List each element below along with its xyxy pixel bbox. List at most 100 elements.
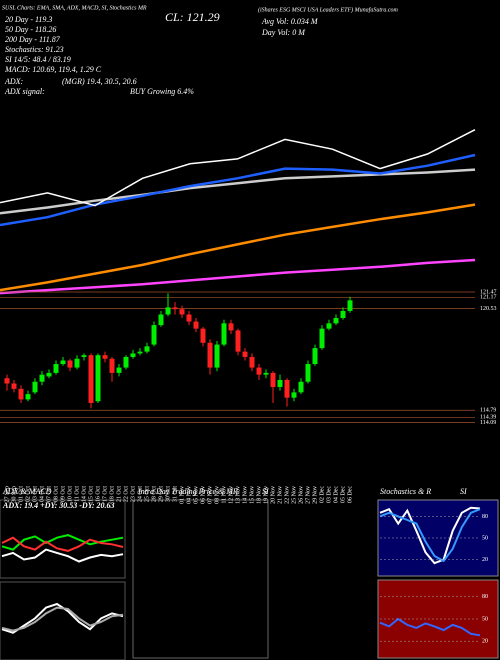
date-label: 02 Dec	[319, 486, 325, 503]
candle-body	[221, 323, 227, 345]
date-label: 02 Oct	[25, 486, 31, 502]
candle-body	[137, 351, 143, 354]
close-price: CL: 121.29	[165, 10, 220, 24]
date-label: 04 Nov	[186, 486, 192, 504]
day-vol: Day Vol: 0 M	[261, 28, 306, 37]
candle-body	[242, 351, 248, 357]
date-label: 07 Nov	[207, 486, 213, 504]
y-tick-label: 80	[482, 594, 488, 600]
date-label: 28 Oct	[151, 486, 157, 502]
candle-body	[235, 330, 241, 352]
date-label: 04 Dec	[333, 486, 339, 503]
candle-body	[116, 367, 122, 373]
date-label: 07 Oct	[46, 486, 52, 502]
indicator-line	[1, 606, 124, 632]
candle-body	[46, 372, 52, 377]
date-label: 11 Oct	[74, 486, 80, 502]
candle-body	[144, 346, 150, 352]
date-label: 24 Oct	[137, 486, 143, 502]
date-label: 22 Nov	[284, 486, 290, 504]
candle-body	[256, 367, 262, 375]
candle-body	[151, 325, 157, 345]
candle-body	[158, 314, 164, 326]
stat: 50 Day - 118.26	[5, 25, 56, 34]
panel-title: ADX & MACD	[2, 487, 52, 496]
y-tick-label: 20	[482, 639, 488, 645]
date-label: 13 Nov	[235, 486, 241, 504]
date-label: 21 Oct	[116, 486, 122, 502]
date-label: 10 Oct	[67, 486, 73, 502]
panel-tag: SI	[262, 487, 269, 496]
date-label: 27 Nov	[305, 486, 311, 504]
candle-body	[130, 353, 136, 357]
stat: Stochastics: 91.23	[5, 45, 64, 54]
stat: SI 14/5: 48.4 / 83.19	[5, 55, 71, 64]
macd-panel	[0, 581, 126, 660]
y-tick-label: 80	[482, 514, 488, 520]
indicator-line	[379, 617, 481, 637]
candle-body	[186, 314, 192, 322]
ma-line	[0, 129, 476, 207]
candle-body	[53, 364, 59, 373]
candle-body	[214, 344, 220, 368]
date-label: 30 Oct	[165, 486, 171, 502]
date-label: 29 Nov	[312, 486, 318, 504]
adx-label: ADX: 19.4 +DY: 30.53 -DY: 20.63	[2, 501, 115, 510]
price-label: 120.53	[480, 306, 497, 312]
date-label: 30 Sep	[11, 486, 17, 503]
price-label: 114.39	[480, 415, 496, 421]
candle-body	[263, 372, 269, 375]
date-label: 15 Nov	[249, 486, 255, 504]
candle-body	[249, 356, 255, 368]
indicator-line	[379, 508, 481, 563]
candle-body	[109, 358, 115, 373]
date-label: 18 Nov	[256, 486, 262, 504]
date-label: 23 Oct	[130, 486, 136, 502]
candle-body	[18, 388, 24, 400]
date-label: 16 Oct	[95, 486, 101, 502]
date-label: 09 Oct	[60, 486, 66, 502]
candle-body	[179, 309, 185, 315]
candle-body	[39, 374, 45, 382]
candle-body	[81, 355, 87, 357]
intraday-panel	[132, 499, 269, 659]
indicator-line	[1, 534, 124, 551]
price-label: 121.47	[480, 289, 497, 295]
date-label: 05 Dec	[340, 486, 346, 503]
indicator-line	[1, 536, 124, 552]
candle-body	[319, 328, 325, 349]
ma-line	[0, 168, 476, 215]
candle-body	[32, 381, 38, 393]
date-label: 11 Nov	[221, 486, 227, 504]
date-label: 05 Nov	[193, 486, 199, 504]
ma-line	[0, 153, 476, 227]
date-label: 26 Nov	[298, 486, 304, 504]
y-tick-label: 20	[482, 557, 488, 563]
date-label: 21 Nov	[277, 486, 283, 504]
price-label: 114.09	[480, 420, 496, 426]
candle-body	[333, 318, 339, 324]
candle-body	[305, 364, 311, 382]
candle-body	[291, 392, 297, 398]
header-title: SUSL Charts: EMA, SMA, ADX, MACD, SI, St…	[2, 5, 147, 11]
panel-title: Stochastics & R	[380, 487, 431, 496]
candle-body	[340, 310, 346, 319]
candle-body	[4, 378, 10, 384]
date-label: 08 Oct	[53, 486, 59, 502]
candle-body	[60, 360, 66, 365]
panel-tag: SI	[460, 487, 467, 496]
date-label: 03 Dec	[326, 486, 332, 503]
candle-body	[25, 394, 31, 400]
date-label: 14 Nov	[242, 486, 248, 504]
date-label: 17 Oct	[102, 486, 108, 502]
adx-panel	[0, 499, 126, 579]
candle-body	[207, 342, 213, 368]
date-label: 31 Oct	[172, 486, 178, 502]
candle-body	[165, 307, 171, 315]
candle-body	[277, 379, 283, 388]
ma-line	[0, 258, 476, 295]
stat: 200 Day - 111.87	[5, 35, 61, 44]
date-label: 01 Nov	[179, 486, 185, 504]
